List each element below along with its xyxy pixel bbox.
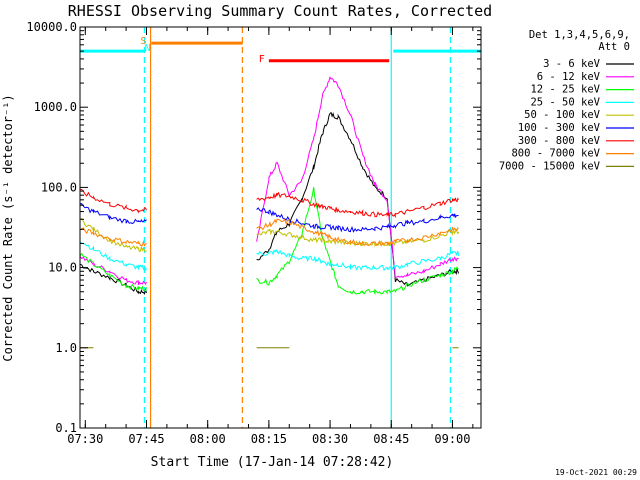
legend-header-line: Det 1,3,4,5,6,9, <box>529 29 630 41</box>
annotation-f: F <box>259 54 265 65</box>
legend-header-line: Att 0 <box>598 41 630 53</box>
series-line-5 <box>79 217 460 252</box>
plot-frame <box>79 26 482 429</box>
legend-label: 300 - 800 keV <box>518 135 601 147</box>
annotation-n: N <box>145 43 151 54</box>
series-line-7 <box>80 189 459 219</box>
y-tick-label: 10.0 <box>48 261 77 275</box>
flag-bars <box>80 41 481 63</box>
legend-label: 7000 - 15000 keV <box>499 160 601 172</box>
annotation-s: S <box>140 36 146 47</box>
x-tick-label: 08:30 <box>312 432 348 446</box>
series-lines <box>79 76 460 349</box>
y-tick-label: 1000.0 <box>34 100 77 114</box>
y-axis-label: Corrected Count Rate (s⁻¹ detector⁻¹) <box>1 94 15 361</box>
axes: 0.1 1.0 10.0 100.0 1000.0 10000.0 07:30 07:45 08… <box>26 20 481 446</box>
legend-label: 12 - 25 keV <box>530 84 600 96</box>
x-tick-label: 09:00 <box>434 432 470 446</box>
y-tick-label: 100.0 <box>41 180 77 194</box>
series-line-3 <box>79 186 459 296</box>
annotations: SN F <box>140 36 264 65</box>
vertical-lines <box>143 27 452 428</box>
series-line-2 <box>79 76 459 286</box>
y-tick-label: 10000.0 <box>26 20 77 34</box>
legend-label: 25 - 50 keV <box>530 96 600 108</box>
legend-label: 100 - 300 keV <box>518 122 601 134</box>
x-axis-label: Start Time (17-Jan-14 07:28:42) <box>151 455 394 470</box>
x-tick-label: 08:00 <box>190 432 226 446</box>
x-tick-label: 08:15 <box>251 432 287 446</box>
footer-date: 19-Oct-2021 00:29 <box>555 468 637 477</box>
series-line-4 <box>79 241 460 272</box>
legend-label: 3 - 6 keV <box>543 58 601 70</box>
x-tick-label: 07:30 <box>67 432 103 446</box>
series-line-8 <box>79 218 459 247</box>
x-tick-label: 08:45 <box>373 432 409 446</box>
legend-label: 6 - 12 keV <box>537 71 601 83</box>
y-tick-label: 1.0 <box>55 341 77 355</box>
series-line-6 <box>79 203 459 233</box>
x-tick-label: 07:45 <box>128 432 164 446</box>
y-tick-label: 0.1 <box>55 421 77 435</box>
legend-label: 800 - 7000 keV <box>511 148 600 160</box>
chart-title: RHESSI Observing Summary Count Rates, Co… <box>68 2 492 20</box>
legend-label: 50 - 100 keV <box>524 109 601 121</box>
